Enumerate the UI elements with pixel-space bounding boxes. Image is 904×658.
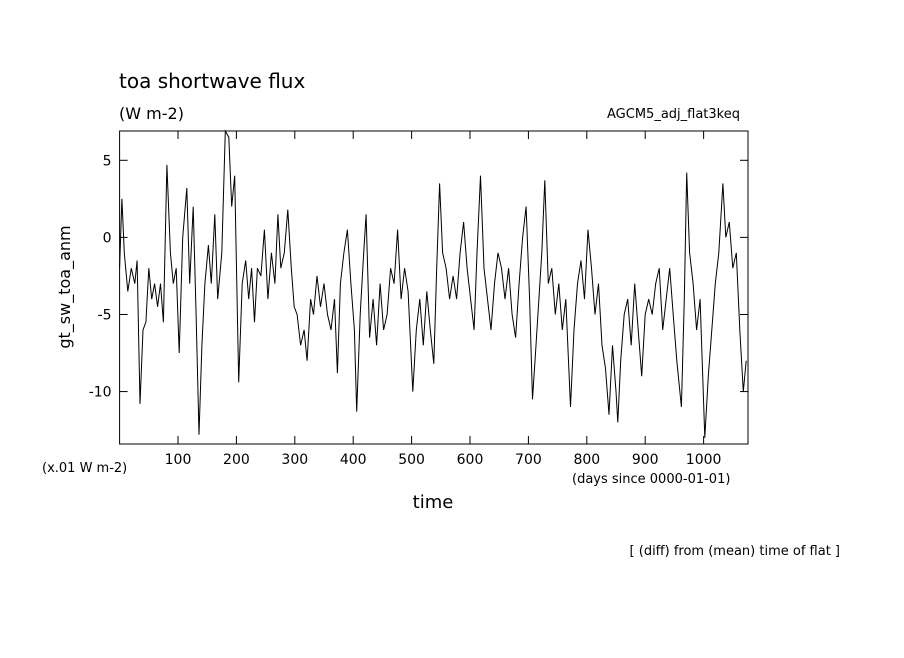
footer: [ (diff) from (mean) time of flat ]: [630, 544, 840, 559]
y-tick-label: -10: [89, 385, 112, 401]
x-tick-label: 100: [165, 452, 192, 468]
x-tick-label: 300: [281, 452, 308, 468]
subtitle: (W m-2): [119, 104, 184, 123]
annotation: AGCM5_adj_flat3keq: [607, 107, 740, 122]
chart-title: toa shortwave flux: [119, 69, 305, 93]
y-tick-label: -5: [98, 307, 112, 323]
x-tick-label: 400: [340, 452, 367, 468]
y-axis-label: gt_sw_toa_anm: [55, 225, 75, 348]
plot-frame: [119, 130, 749, 445]
data-line: [119, 129, 747, 438]
x-tick-label: 500: [398, 452, 425, 468]
x-tick-label: 1000: [686, 452, 722, 468]
x-tick-label: 600: [457, 452, 484, 468]
x-tick-label: 900: [632, 452, 659, 468]
x-axis-label: time: [413, 492, 454, 513]
y-unit-note: (x.01 W m-2): [42, 461, 127, 476]
x-tick-label: 200: [223, 452, 250, 468]
x-tick-label: 700: [515, 452, 542, 468]
y-tick-label: 5: [103, 153, 112, 169]
y-tick-label: 0: [103, 230, 112, 246]
x-unit-note: (days since 0000-01-01): [572, 472, 730, 487]
x-tick-label: 800: [573, 452, 600, 468]
